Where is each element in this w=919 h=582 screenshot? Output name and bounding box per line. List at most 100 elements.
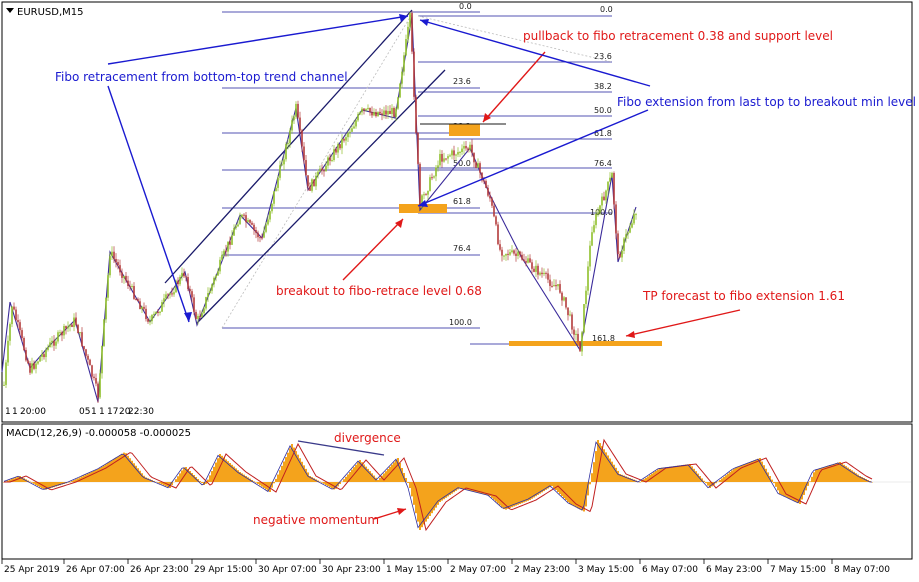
candle-body [531, 262, 533, 268]
candle-body [105, 298, 107, 320]
candle-body [311, 179, 313, 190]
negative-momentum-note: negative momentum [253, 513, 379, 527]
candle-body [261, 237, 263, 238]
candle-body [529, 258, 531, 262]
macd-bar [521, 482, 523, 503]
macd-bar [657, 469, 659, 482]
candle-body [485, 181, 487, 188]
candle-body [25, 350, 27, 360]
candle-body [209, 291, 211, 293]
separator-label: 1 [5, 407, 11, 417]
macd-bar [569, 482, 571, 504]
candle-body [251, 223, 253, 225]
candle-body [479, 163, 481, 173]
macd-bar [685, 465, 687, 482]
candle-body [241, 215, 243, 217]
candle-body [201, 313, 203, 317]
candle-body [439, 154, 441, 165]
macd-bar [93, 471, 95, 482]
macd-bar [755, 460, 757, 482]
candle-body [329, 157, 331, 160]
candle-body [405, 39, 407, 55]
candle-body [221, 255, 223, 260]
macd-bar [393, 462, 395, 482]
candle-body [331, 160, 333, 161]
candle-body [109, 256, 111, 275]
macd-bar [527, 482, 529, 501]
time-label: 7 May 15:00 [770, 565, 826, 575]
candle-body [187, 277, 189, 289]
candle-body [587, 267, 589, 291]
candle-body [157, 312, 159, 313]
macd-bar [209, 475, 211, 482]
macd-bar [773, 482, 775, 483]
candle-body [489, 196, 491, 199]
candle-body [155, 312, 157, 314]
macd-bar [551, 482, 553, 486]
candle-body [625, 234, 627, 238]
candle-body [593, 225, 595, 232]
macd-bar [819, 468, 821, 482]
candle-body [561, 293, 563, 301]
candle-body [91, 365, 93, 376]
candle-body [99, 373, 101, 397]
macd-bar [705, 482, 707, 483]
candle-body [59, 332, 61, 333]
candle-body [71, 325, 73, 327]
candle-body [43, 354, 45, 357]
macd-title: MACD(12,26,9) -0.000058 -0.000025 [6, 428, 191, 439]
macd-bar [833, 464, 835, 482]
candle-body [145, 309, 147, 319]
candle-body [115, 259, 117, 262]
candle-body [73, 318, 75, 327]
candle-body [141, 307, 143, 309]
candle-body [491, 198, 493, 205]
candle-body [3, 385, 5, 386]
candle-body [621, 251, 623, 258]
macd-bar [493, 482, 495, 500]
candle-body [305, 160, 307, 175]
candle-body [477, 163, 479, 168]
candle-body [497, 224, 499, 244]
candle-body [493, 206, 495, 217]
candle-body [319, 169, 321, 172]
macd-bar [507, 482, 509, 509]
candle-body [467, 148, 469, 150]
candle-body [347, 133, 349, 137]
time-label: 30 Apr 23:00 [322, 565, 381, 575]
candle-body [557, 284, 559, 286]
macd-bar [721, 478, 723, 482]
candle-body [341, 139, 343, 148]
macd-bar [89, 473, 91, 482]
macd-bar [91, 472, 93, 482]
candle-body [265, 224, 267, 231]
candle-body [119, 265, 121, 272]
candle-body [367, 108, 369, 109]
candle-body [473, 153, 475, 163]
macd-bar [591, 473, 593, 482]
candle-body [461, 149, 463, 152]
macd-pane[interactable] [2, 424, 912, 559]
macd-bar [277, 475, 279, 482]
macd-bar [697, 474, 699, 482]
candle-body [453, 150, 455, 155]
candle-body [151, 315, 153, 321]
candle-body [433, 176, 435, 177]
macd-bar [517, 482, 519, 505]
candle-body [27, 360, 29, 363]
candle-body [371, 112, 373, 115]
candle-body [613, 173, 615, 204]
candle-body [35, 364, 37, 369]
macd-bar [563, 482, 565, 498]
time-label: 29 Apr 15:00 [194, 565, 253, 575]
main-chart-pane[interactable] [2, 2, 912, 422]
candle-body [583, 304, 585, 332]
candle-body [355, 120, 357, 126]
macd-bar [177, 476, 179, 482]
candle-body [353, 126, 355, 128]
macd-bar [683, 465, 685, 482]
candle-body [417, 133, 419, 164]
candle-body [451, 150, 453, 155]
